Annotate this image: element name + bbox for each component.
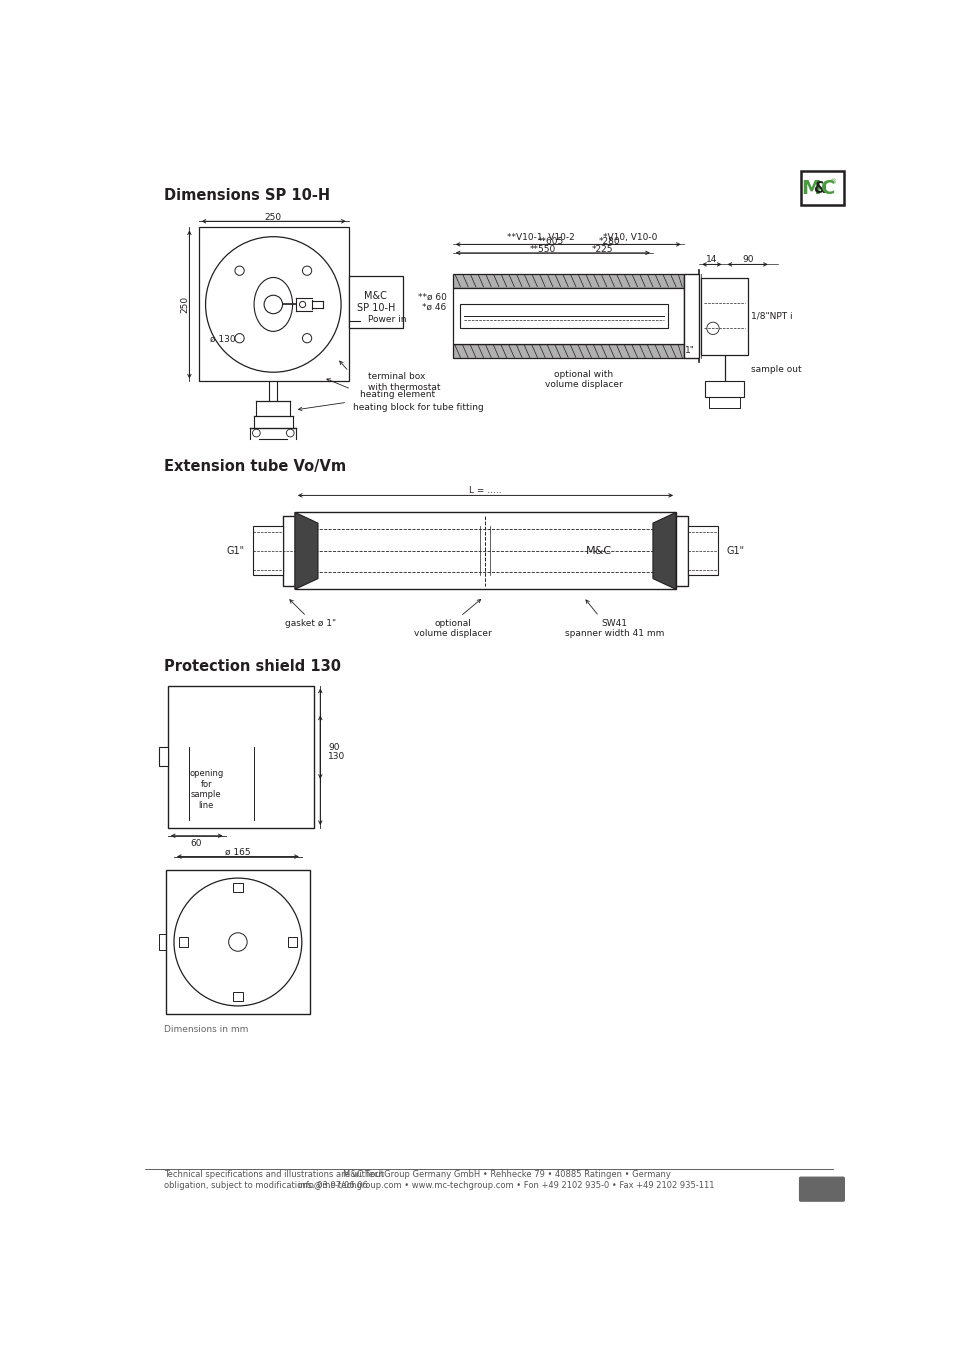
Text: Dimensions in mm: Dimensions in mm — [164, 1025, 248, 1034]
Bar — [158, 747, 168, 765]
Text: 130: 130 — [328, 752, 345, 761]
Bar — [687, 526, 718, 575]
Bar — [676, 516, 687, 586]
Text: optional with
volume displacer: optional with volume displacer — [544, 370, 622, 389]
Text: **550: **550 — [529, 246, 556, 254]
Text: Technical specifications and illustrations are without
obligation, subject to mo: Technical specifications and illustratio… — [164, 1170, 383, 1189]
Text: Protection shield 130: Protection shield 130 — [164, 659, 340, 674]
Text: gasket ø 1": gasket ø 1" — [284, 618, 335, 628]
Text: **605: **605 — [537, 236, 563, 246]
Text: *V10, V10-0: *V10, V10-0 — [602, 234, 657, 242]
Text: M&C TechGroup Germany GmbH • Rehhecke 79 • 40885 Ratingen • Germany
info@mc-tech: M&C TechGroup Germany GmbH • Rehhecke 79… — [298, 1170, 714, 1189]
Text: 2.2: 2.2 — [810, 1183, 832, 1196]
Text: heating block for tube fitting: heating block for tube fitting — [353, 404, 483, 412]
Polygon shape — [294, 513, 317, 590]
Bar — [704, 382, 743, 397]
Bar — [253, 526, 283, 575]
Text: ø 165: ø 165 — [225, 848, 251, 856]
Text: C: C — [820, 178, 834, 197]
Bar — [288, 937, 297, 946]
Circle shape — [361, 320, 365, 323]
Text: terminal box
with thermostat: terminal box with thermostat — [368, 373, 440, 391]
Bar — [283, 516, 294, 586]
Text: heating element: heating element — [360, 390, 435, 398]
Bar — [233, 883, 242, 892]
Text: 1": 1" — [684, 346, 695, 355]
Text: G1": G1" — [227, 545, 245, 556]
Bar — [294, 513, 676, 590]
Bar — [700, 278, 747, 355]
Text: opening
for
sample
line: opening for sample line — [189, 769, 223, 810]
Bar — [453, 288, 683, 344]
Bar — [178, 937, 188, 946]
Bar — [683, 274, 699, 358]
Text: ø 130: ø 130 — [210, 335, 235, 344]
Text: Extension tube Vo/Vm: Extension tube Vo/Vm — [164, 459, 346, 474]
Bar — [453, 274, 683, 288]
Text: sample out: sample out — [751, 366, 801, 374]
Bar — [453, 344, 683, 358]
Text: 60: 60 — [191, 838, 202, 848]
Bar — [198, 227, 349, 382]
Text: Power in: Power in — [368, 315, 406, 324]
Text: 90: 90 — [328, 743, 339, 752]
Bar — [233, 992, 242, 1002]
Bar — [460, 305, 668, 328]
Text: 250: 250 — [180, 296, 189, 313]
Text: 14: 14 — [705, 255, 717, 265]
Text: L = .....: L = ..... — [468, 486, 501, 495]
Text: **ø 60: **ø 60 — [417, 292, 446, 301]
Text: *280: *280 — [598, 236, 620, 246]
Bar — [708, 397, 740, 409]
Text: G1": G1" — [725, 545, 743, 556]
Text: M: M — [801, 178, 820, 197]
Bar — [168, 686, 314, 828]
Circle shape — [360, 319, 366, 324]
FancyBboxPatch shape — [799, 1177, 843, 1202]
Text: SW41
spanner width 41 mm: SW41 spanner width 41 mm — [564, 618, 663, 639]
Polygon shape — [652, 513, 676, 590]
Text: M&C: M&C — [585, 545, 612, 556]
Text: ®: ® — [829, 180, 837, 186]
Bar — [800, 171, 843, 205]
Text: Dimensions SP 10-H: Dimensions SP 10-H — [164, 188, 330, 202]
Text: 250: 250 — [265, 213, 281, 221]
Bar — [349, 275, 402, 328]
Text: M&C
SP 10-H: M&C SP 10-H — [356, 292, 395, 313]
Text: *ø 46: *ø 46 — [422, 302, 446, 312]
Text: 1/8"NPT i: 1/8"NPT i — [751, 312, 792, 320]
Bar — [166, 871, 309, 1014]
Bar — [158, 934, 166, 949]
Text: &: & — [812, 181, 825, 196]
Text: optional
volume displacer: optional volume displacer — [414, 618, 491, 639]
Text: 90: 90 — [741, 255, 753, 265]
Text: **V10-1, V10-2: **V10-1, V10-2 — [507, 234, 575, 242]
Text: *225: *225 — [591, 246, 612, 254]
